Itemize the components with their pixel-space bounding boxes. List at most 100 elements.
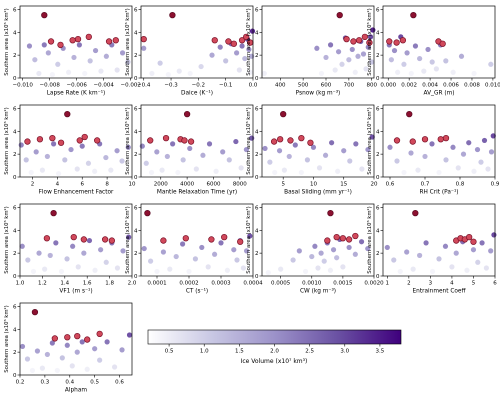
y-tick-label: 6	[13, 7, 17, 13]
data-point	[126, 234, 132, 240]
data-point	[218, 240, 224, 246]
y-axis-label: Southern area (x10⁶ km²)	[3, 107, 10, 174]
y-tick-label: 2	[376, 53, 380, 59]
highlight-point	[84, 336, 91, 343]
data-point	[119, 347, 125, 353]
data-point	[349, 46, 355, 53]
data-point	[25, 257, 31, 263]
data-point	[412, 43, 419, 49]
scatter-panel: 0 2 4 6 1.0 1.2 1.4 1.6 1.8 2.0 VF1 (m s⁻¹) Souther…	[3, 203, 137, 295]
highlight-point	[350, 38, 357, 45]
highlight-point	[80, 236, 87, 243]
data-point	[479, 240, 485, 246]
y-tick-label: 2	[376, 152, 380, 158]
y-tick-label: 0	[13, 274, 17, 280]
data-point	[425, 46, 431, 53]
data-point	[243, 146, 250, 153]
data-point	[220, 149, 226, 155]
highlight-point	[270, 138, 278, 145]
data-point	[436, 169, 442, 176]
data-point	[491, 232, 497, 238]
x-tick-label: 6	[80, 182, 84, 188]
data-point	[143, 160, 149, 166]
data-point	[335, 168, 341, 174]
x-axis-label: VF1 (m s⁻¹)	[59, 288, 92, 295]
highlight-point	[36, 136, 44, 143]
x-tick-label: 0.8	[456, 182, 465, 188]
data-point	[346, 57, 352, 63]
x-tick-label: 0.6	[115, 380, 124, 386]
data-point	[223, 58, 229, 64]
axes-frame	[19, 5, 133, 79]
x-tick-label: 0.3	[41, 380, 50, 386]
axes-frame	[140, 5, 254, 79]
highlight-point	[410, 11, 417, 19]
data-point	[239, 43, 245, 49]
data-point	[34, 348, 41, 354]
data-point	[341, 148, 347, 154]
highlight-point	[466, 233, 473, 241]
data-point	[247, 69, 253, 75]
x-tick-label: 1.8	[105, 281, 114, 287]
data-point	[234, 257, 240, 263]
data-point	[458, 53, 465, 59]
axes-frame	[382, 203, 496, 277]
highlight-point	[437, 136, 444, 143]
data-point	[114, 265, 121, 271]
data-point	[49, 340, 55, 346]
highlight-point	[41, 11, 48, 19]
data-point	[200, 152, 206, 158]
data-point	[238, 165, 244, 171]
highlight-point	[182, 235, 189, 242]
data-point	[391, 257, 397, 263]
data-point	[450, 144, 456, 150]
x-tick-label: −0.2	[192, 83, 205, 89]
x-tick-label: 0.004	[422, 83, 438, 89]
data-point	[302, 268, 309, 275]
highlight-point	[112, 37, 119, 44]
y-tick-label: 4	[255, 30, 259, 36]
scatter-panel: 0 2 4 6 −0.4 −0.3 −0.2 −0.1 0.0 Daice (K⁻¹) Southe…	[124, 5, 258, 97]
axes-frame	[261, 5, 375, 79]
data-point	[19, 343, 26, 350]
data-point	[39, 167, 46, 173]
x-tick-label: 2	[31, 182, 35, 188]
x-tick-label: 3	[429, 281, 433, 287]
data-point	[119, 50, 126, 56]
data-point	[32, 57, 38, 63]
highlight-point	[298, 134, 305, 142]
data-point	[85, 160, 92, 166]
y-tick-label: 2	[134, 53, 138, 59]
colorbar-tick-label: 0.5	[165, 349, 174, 355]
data-point	[367, 34, 374, 40]
data-point	[62, 157, 68, 163]
colorbar-tick-label: 3.0	[340, 349, 349, 355]
data-point	[340, 264, 346, 270]
y-axis-label: Southern area (x10⁶ km²)	[3, 8, 10, 75]
x-tick-label: 500	[298, 83, 309, 89]
data-point	[272, 169, 278, 176]
highlight-point	[225, 38, 232, 45]
highlight-point	[399, 37, 407, 44]
data-point	[41, 42, 47, 48]
highlight-point	[147, 137, 154, 144]
data-point	[471, 168, 477, 174]
data-point	[51, 141, 57, 147]
data-point	[242, 55, 248, 62]
data-point	[474, 146, 481, 153]
data-point	[421, 68, 427, 74]
data-point	[103, 53, 109, 59]
data-point	[70, 243, 76, 249]
data-point	[464, 267, 470, 273]
data-point	[103, 259, 109, 265]
data-point	[141, 45, 147, 51]
y-tick-label: 0	[134, 175, 138, 181]
x-axis-label: Alpham	[65, 388, 87, 394]
x-tick-label: 800	[366, 83, 377, 89]
x-tick-label: 0.0020	[364, 281, 384, 287]
y-axis-label: Southern area (x10⁶ km²)	[124, 206, 131, 273]
data-point	[126, 332, 133, 338]
data-point	[198, 63, 204, 70]
colorbar-tick-label: 2.0	[270, 349, 279, 355]
